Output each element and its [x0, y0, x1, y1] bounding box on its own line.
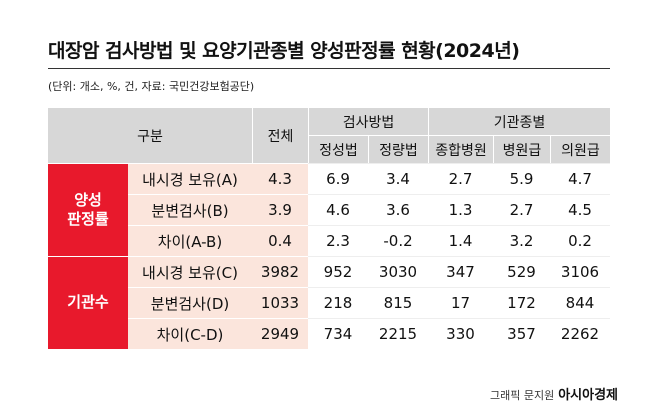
value-cell: 4.7 — [550, 163, 610, 194]
section-label: 양성 판정률 — [48, 163, 128, 256]
header-column: 의원급 — [550, 136, 610, 163]
value-cell: 815 — [368, 287, 428, 318]
value-cell: 5.9 — [493, 163, 550, 194]
value-cell: 330 — [428, 318, 493, 349]
value-cell: 2215 — [368, 318, 428, 349]
value-cell: 3982 — [252, 256, 308, 287]
brand: 아시아경제 — [558, 388, 618, 403]
header-column: 정량법 — [368, 136, 428, 163]
row-label: 차이(A-B) — [128, 225, 252, 256]
value-cell: 3106 — [550, 256, 610, 287]
value-cell: 4.3 — [252, 163, 308, 194]
value-cell: 952 — [308, 256, 368, 287]
value-cell: 844 — [550, 287, 610, 318]
value-cell: 0.2 — [550, 225, 610, 256]
title-rule — [48, 68, 610, 69]
value-cell: 734 — [308, 318, 368, 349]
value-cell: 4.5 — [550, 194, 610, 225]
value-cell: 2949 — [252, 318, 308, 349]
value-cell: 6.9 — [308, 163, 368, 194]
value-cell: -0.2 — [368, 225, 428, 256]
value-cell: 357 — [493, 318, 550, 349]
row-label: 차이(C-D) — [128, 318, 252, 349]
value-cell: 3.9 — [252, 194, 308, 225]
subtitle: (단위: 개소, %, 건, 자료: 국민건강보험공단) — [48, 80, 255, 93]
value-cell: 347 — [428, 256, 493, 287]
footer: 그래픽 문지원 아시아경제 — [490, 384, 618, 403]
title: 대장암 검사방법 및 요양기관종별 양성판정률 현황(2024년) — [48, 40, 520, 62]
value-cell: 529 — [493, 256, 550, 287]
value-cell: 1.4 — [428, 225, 493, 256]
row-label: 내시경 보유(A) — [128, 163, 252, 194]
value-cell: 2.3 — [308, 225, 368, 256]
header-column: 정성법 — [308, 136, 368, 163]
value-cell: 2.7 — [428, 163, 493, 194]
header-column: 병원급 — [493, 136, 550, 163]
header-column: 종합병원 — [428, 136, 493, 163]
value-cell: 2.7 — [493, 194, 550, 225]
header-group: 기관종별 — [428, 108, 610, 136]
value-cell: 3.2 — [493, 225, 550, 256]
value-cell: 0.4 — [252, 225, 308, 256]
credit: 그래픽 문지원 — [489, 389, 555, 402]
value-cell: 17 — [428, 287, 493, 318]
header-group: 검사방법 — [308, 108, 428, 136]
value-cell: 1033 — [252, 287, 308, 318]
value-cell: 4.6 — [308, 194, 368, 225]
value-cell: 2262 — [550, 318, 610, 349]
value-cell: 218 — [308, 287, 368, 318]
value-cell: 3.6 — [368, 194, 428, 225]
value-cell: 1.3 — [428, 194, 493, 225]
row-label: 내시경 보유(C) — [128, 256, 252, 287]
section-label: 기관수 — [48, 256, 128, 349]
header-corner: 구분 — [48, 108, 252, 163]
value-cell: 3030 — [368, 256, 428, 287]
header-total: 전체 — [252, 108, 308, 163]
row-label: 분변검사(B) — [128, 194, 252, 225]
value-cell: 3.4 — [368, 163, 428, 194]
row-label: 분변검사(D) — [128, 287, 252, 318]
value-cell: 172 — [493, 287, 550, 318]
